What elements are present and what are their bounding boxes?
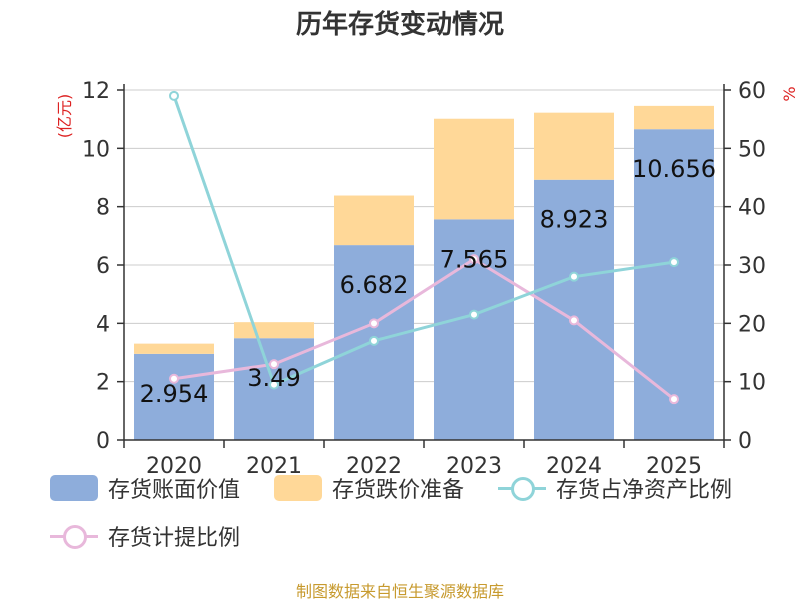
legend-label-inventory-value: 存货账面价值 [108, 478, 241, 503]
legend-swatch-impairment-reserve [274, 475, 322, 501]
line-provision-ratio-point [369, 318, 379, 329]
line-provision-ratio-point [169, 373, 179, 384]
data-source-note: 制图数据来自恒生聚源数据库 [295, 582, 504, 601]
line-provision-ratio [173, 257, 675, 401]
y-left-axis-label: (亿元) [55, 94, 74, 139]
legend-label-provision-ratio: 存货计提比例 [108, 526, 241, 551]
legend-swatch-inventory-value [50, 475, 98, 501]
line-net-asset-ratio-point [169, 90, 179, 101]
line-provision-ratio-point [269, 359, 279, 370]
x-tick-label: 2020 [146, 454, 202, 479]
legend-item-net-asset-ratio[interactable]: 存货占净资产比例 [498, 472, 732, 504]
line-net-asset-ratio [172, 95, 675, 387]
legend-item-provision-ratio[interactable]: 存货计提比例 [50, 520, 240, 552]
legend-swatch-provision-ratio [50, 523, 98, 549]
y-right-tick-label: 10 [738, 371, 766, 396]
x-tick-label: 2021 [246, 454, 302, 479]
legend-label-net-asset-ratio: 存货占净资产比例 [556, 478, 733, 503]
legend-item-impairment-reserve[interactable]: 存货跌价准备 [274, 472, 464, 504]
y-right-tick-label: 60 [738, 79, 766, 104]
bar-impairment-reserve [434, 118, 514, 220]
y-left-tick-label: 10 [82, 137, 110, 162]
line-provision-ratio-point [469, 254, 479, 265]
bar-impairment-reserve [234, 322, 314, 339]
line-provision-ratio-point [569, 315, 579, 326]
bar-value-label: 2.954 [140, 380, 209, 408]
y-left-tick-label: 4 [96, 312, 110, 337]
bar-inventory-value [134, 353, 214, 440]
y-left-tick-label: 12 [82, 79, 110, 104]
x-tick-label: 2025 [646, 454, 702, 479]
bar-value-label: 10.656 [632, 155, 716, 183]
y-left-tick-label: 6 [96, 254, 110, 279]
bar-value-label: 3.49 [247, 364, 300, 392]
bar-inventory-value [534, 179, 614, 440]
line-net-asset-ratio-point [569, 271, 579, 282]
bar-impairment-reserve [634, 105, 714, 130]
x-tick-label: 2023 [446, 454, 502, 479]
legend-label-impairment-reserve: 存货跌价准备 [332, 478, 465, 503]
y-right-tick-label: 0 [738, 429, 752, 454]
y-right-tick-label: 20 [738, 312, 766, 337]
legend-item-inventory-value[interactable]: 存货账面价值 [50, 472, 240, 504]
bar-inventory-value [634, 129, 714, 440]
y-right-tick-label: 40 [738, 196, 766, 221]
y-right-tick-label: 30 [738, 254, 766, 279]
y-left-tick-label: 0 [96, 429, 110, 454]
bar-impairment-reserve [534, 112, 614, 180]
line-provision-ratio-point [669, 394, 679, 405]
chart-title: 历年存货变动情况 [295, 10, 504, 40]
bar-value-label: 7.565 [440, 245, 509, 273]
line-net-asset-ratio-point [469, 309, 479, 320]
y-left-tick-label: 8 [96, 196, 110, 221]
bar-impairment-reserve [134, 343, 214, 354]
bar-impairment-reserve [334, 195, 414, 246]
bar-value-label: 8.923 [540, 206, 609, 234]
y-right-axis-label: % [780, 86, 799, 101]
line-net-asset-ratio-point [669, 257, 679, 268]
y-left-tick-label: 2 [96, 371, 110, 396]
x-tick-label: 2024 [546, 454, 602, 479]
legend-swatch-net-asset-ratio [498, 475, 546, 501]
line-net-asset-ratio-point [369, 335, 379, 346]
bar-value-label: 6.682 [340, 271, 409, 299]
line-net-asset-ratio-point [269, 379, 279, 390]
x-tick-label: 2022 [346, 454, 402, 479]
y-right-tick-label: 50 [738, 137, 766, 162]
